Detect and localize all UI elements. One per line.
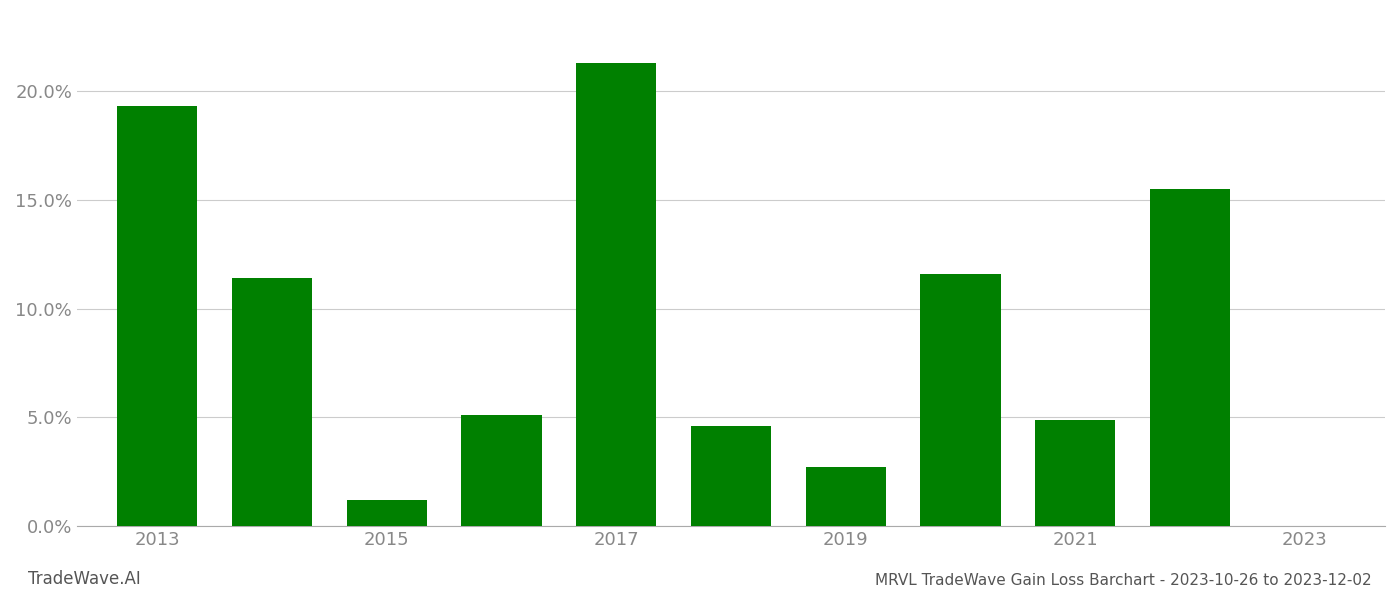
Bar xyxy=(1149,189,1231,526)
Bar xyxy=(920,274,1001,526)
Bar xyxy=(461,415,542,526)
Bar xyxy=(347,500,427,526)
Bar xyxy=(690,426,771,526)
Text: TradeWave.AI: TradeWave.AI xyxy=(28,570,141,588)
Bar xyxy=(575,63,657,526)
Bar xyxy=(232,278,312,526)
Bar xyxy=(805,467,886,526)
Bar xyxy=(1035,419,1116,526)
Bar xyxy=(118,106,197,526)
Text: MRVL TradeWave Gain Loss Barchart - 2023-10-26 to 2023-12-02: MRVL TradeWave Gain Loss Barchart - 2023… xyxy=(875,573,1372,588)
